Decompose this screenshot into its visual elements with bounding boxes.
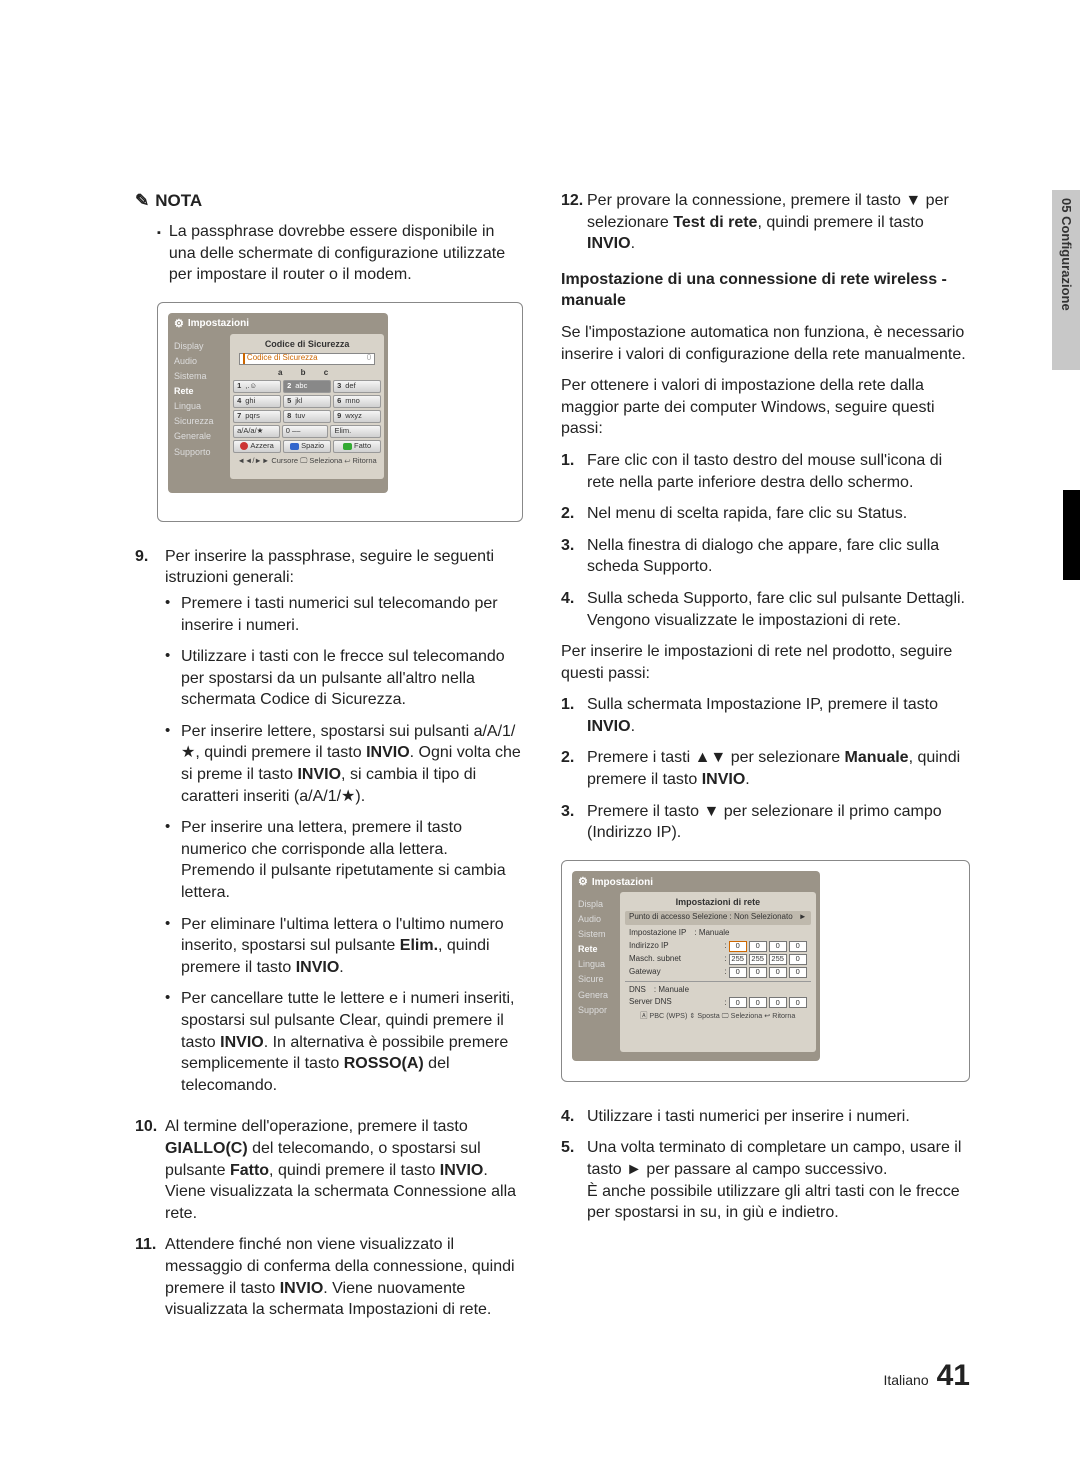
screenshot-security-code: Impostazioni Display Audio Sistema Rete Ling… <box>157 302 523 522</box>
two-column-layout: ✎ NOTA La passphrase dovrebbe essere disp… <box>135 190 970 1331</box>
menu-item: Displa <box>578 898 616 910</box>
product-steps: Sulla schermata Impostazione IP, premere… <box>561 694 970 844</box>
after-steps: Utilizzare i tasti numerici per inserire… <box>561 1106 970 1224</box>
right-column: Per provare la connessione, premere il t… <box>561 190 970 1331</box>
substep: Per inserire lettere, spostarsi sui puls… <box>181 721 523 807</box>
page-number: 41 <box>937 1359 970 1393</box>
screenshot1-footer: ◄◄/►► Cursore 🖵 Seleziona ↩ Ritorna <box>237 456 376 466</box>
menu-item: Generale <box>174 430 226 442</box>
note-bullet: La passphrase dovrebbe essere disponibil… <box>135 221 523 286</box>
side-black-tab <box>1063 490 1080 580</box>
keypad-button: Fatto <box>333 440 381 453</box>
left-column: ✎ NOTA La passphrase dovrebbe essere disp… <box>135 190 523 1331</box>
keypad-key: 5jkl <box>283 395 331 408</box>
prod-step: Premere i tasti ▲▼ per selezionare Manua… <box>587 747 970 790</box>
net-row: Indirizzo IP: 0000 <box>625 941 811 952</box>
substep: Per cancellare tutte le lettere e i nume… <box>181 988 523 1096</box>
menu-item: Display <box>174 340 226 352</box>
menu-item: Suppor <box>578 1004 616 1016</box>
step-12: Per provare la connessione, premere il t… <box>587 190 970 255</box>
keypad-key: 0 –– <box>282 425 329 438</box>
screenshot1-title: Impostazioni <box>188 317 249 331</box>
abc-label: a b c <box>278 368 336 379</box>
win-step: Nella finestra di dialogo che appare, fa… <box>587 535 970 578</box>
keypad-key: 8tuv <box>283 410 331 423</box>
menu-item: Audio <box>578 913 616 925</box>
note-heading: ✎ NOTA <box>135 190 523 213</box>
screenshot1-menu: Display Audio Sistema Rete Lingua Sicurezza Ge… <box>172 334 228 479</box>
menu-item: Sistem <box>578 928 616 940</box>
keypad-key: 3def <box>333 380 381 393</box>
screenshot2-title: Impostazioni <box>592 876 653 890</box>
gear-icon <box>174 317 184 332</box>
menu-item: Audio <box>174 355 226 367</box>
net-row: Gateway: 0000 <box>625 967 811 978</box>
step-12-list: Per provare la connessione, premere il t… <box>561 190 970 255</box>
win-step: Fare clic con il tasto destro del mouse … <box>587 450 970 493</box>
screenshot2-panel-title: Impostazioni di rete <box>625 896 811 908</box>
menu-item: Rete <box>578 943 616 955</box>
substep: Premere i tasti numerici sul telecomando… <box>181 593 523 636</box>
note-text: La passphrase dovrebbe essere disponibil… <box>169 221 523 286</box>
keypad-button: Azzera <box>233 440 281 453</box>
gear-icon <box>578 875 588 890</box>
keypad-key: 6mno <box>333 395 381 408</box>
menu-item: Lingua <box>174 400 226 412</box>
manual-p1: Se l'impostazione automatica non funzion… <box>561 322 970 365</box>
access-point-row: Punto di accesso Selezione : Non Selezio… <box>625 911 811 925</box>
win-step: Sulla scheda Supporto, fare clic sul pul… <box>587 588 970 631</box>
windows-steps: Fare clic con il tasto destro del mouse … <box>561 450 970 631</box>
page-footer: Italiano 41 <box>883 1359 970 1393</box>
substep: Utilizzare i tasti con le frecce sul tel… <box>181 646 523 711</box>
security-code-input: Codice di Sicurezza 0 <box>239 353 375 365</box>
screenshot-network-settings: Impostazioni Displa Audio Sistem Rete Lingua… <box>561 860 970 1082</box>
menu-item: Sicurezza <box>174 415 226 427</box>
keypad-key: a/A/a/★ <box>233 425 280 438</box>
screenshot2-menu: Displa Audio Sistem Rete Lingua Sicure Genera S… <box>576 892 618 1052</box>
substep: Per inserire una lettera, premere il tas… <box>181 817 523 903</box>
keypad: 1,.☺2abc3def 4ghi5jkl6mno 7pqrs8tuv9wxyz <box>233 380 381 423</box>
after-step: Una volta terminato di completare un cam… <box>587 1137 970 1223</box>
win-step: Nel menu di scelta rapida, fare clic su … <box>587 503 970 525</box>
net-row: Server DNS: 0000 <box>625 997 811 1008</box>
menu-item: Sistema <box>174 370 226 382</box>
step-11: Attendere finché non viene visualizzato … <box>165 1234 523 1320</box>
screenshot1-panel-title: Codice di Sicurezza <box>265 338 350 350</box>
footer-language: Italiano <box>883 1372 928 1388</box>
net-row: DNS: Manuale <box>625 985 811 996</box>
note-icon: ✎ <box>135 191 149 210</box>
menu-item: Lingua <box>578 958 616 970</box>
step-10: Al termine dell'operazione, premere il t… <box>165 1116 523 1224</box>
steps-9-11: Per inserire la passphrase, seguire le s… <box>135 546 523 1321</box>
keypad-button: Spazio <box>283 440 331 453</box>
prod-step: Sulla schermata Impostazione IP, premere… <box>587 694 970 737</box>
menu-item: Genera <box>578 989 616 1001</box>
keypad-key: 9wxyz <box>333 410 381 423</box>
manual-p3: Per inserire le impostazioni di rete nel… <box>561 641 970 684</box>
keypad-key: 7pqrs <box>233 410 281 423</box>
keypad-key: 2abc <box>283 380 331 393</box>
menu-item: Rete <box>174 385 226 397</box>
side-chapter-tab: 05 Configurazione <box>1052 190 1080 370</box>
keypad-key: 1,.☺ <box>233 380 281 393</box>
net-row: Masch. subnet: 2552552550 <box>625 954 811 965</box>
substep: Per eliminare l'ultima lettera o l'ultim… <box>181 914 523 979</box>
keypad-key: Elim. <box>330 425 381 438</box>
net-row: Impostazione IP: Manuale <box>625 928 811 939</box>
menu-item: Supporto <box>174 446 226 458</box>
step-9: Per inserire la passphrase, seguire le s… <box>165 548 494 587</box>
keypad-key: 4ghi <box>233 395 281 408</box>
screenshot2-footer: 🄰 PBC (WPS) ⇕ Sposta 🖵 Seleziona ↩ Ritor… <box>625 1011 811 1021</box>
prod-step: Premere il tasto ▼ per selezionare il pr… <box>587 801 970 844</box>
manual-p2: Per ottenere i valori di impostazione de… <box>561 375 970 440</box>
manual-heading: Impostazione di una connessione di rete … <box>561 269 970 312</box>
note-label: NOTA <box>155 191 202 210</box>
after-step: Utilizzare i tasti numerici per inserire… <box>587 1106 970 1128</box>
menu-item: Sicure <box>578 973 616 985</box>
